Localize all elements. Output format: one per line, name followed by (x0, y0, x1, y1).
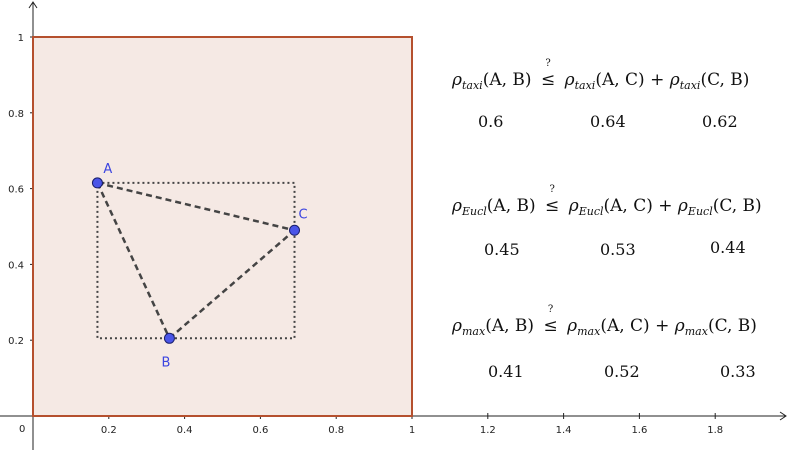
x-tick-label: 1 (409, 425, 415, 436)
max-value-ac: 0.52 (604, 362, 640, 381)
x-tick-label: 1.4 (556, 425, 572, 436)
y-tick-label: 0.4 (8, 260, 24, 271)
x-tick-label: 1.6 (631, 425, 647, 436)
y-tick-label: 1 (18, 33, 24, 44)
taxi-inequality: ρtaxi(A, B) ? ≤ ρtaxi(A, C) + ρtaxi(C, B) (452, 58, 750, 92)
x-tick-label: 0.6 (252, 425, 268, 436)
max-value-cb: 0.33 (720, 362, 756, 381)
point-label-b: B (161, 355, 170, 370)
point-label-c: C (299, 207, 308, 222)
triangle-side-bc (168, 229, 296, 340)
eucl-value-ab: 0.45 (484, 240, 520, 259)
max-inequality: ρmax(A, B) ? ≤ ρmax(A, C) + ρmax(C, B) (452, 304, 757, 338)
taxi-value-ab: 0.6 (478, 112, 504, 131)
unit-square-region (32, 36, 413, 417)
max-value-ab: 0.41 (488, 362, 524, 381)
y-tick-group: 0.2 0.4 0.6 0.8 1 (8, 33, 36, 347)
bounding-box (96, 181, 296, 340)
point-label-a: A (103, 162, 112, 177)
point-a[interactable] (91, 177, 103, 189)
eucl-value-ac: 0.53 (600, 240, 636, 259)
x-tick-label: 0.4 (177, 425, 193, 436)
points: A B C (91, 162, 308, 370)
eucl-inequality: ρEucl(A, B) ? ≤ ρEucl(A, C) + ρEucl(C, B) (452, 184, 762, 218)
y-tick-label: 0.6 (8, 185, 24, 196)
taxi-value-cb: 0.62 (702, 112, 738, 131)
y-axis-arrow (28, 1, 38, 9)
x-tick-label: 1.8 (707, 425, 723, 436)
eucl-value-cb: 0.44 (710, 238, 746, 257)
y-tick-label: 0.8 (8, 109, 24, 120)
triangle-side-ac (97, 181, 295, 232)
x-axis-arrow (779, 411, 787, 421)
x-tick-label: 0.2 (101, 425, 117, 436)
x-tick-label: 1.2 (480, 425, 496, 436)
triangle-side-ab (96, 182, 171, 339)
triangle (96, 181, 296, 340)
x-tick-label: 0.8 (328, 425, 344, 436)
x-tick-group: 0.2 0.4 0.6 0.8 1 1.2 1.4 1.6 1.8 (101, 413, 723, 436)
y-tick-label: 0.2 (8, 336, 24, 347)
taxi-value-ac: 0.64 (590, 112, 626, 131)
origin-label: 0 (19, 424, 25, 435)
point-b[interactable] (163, 332, 175, 344)
point-c[interactable] (289, 224, 301, 236)
